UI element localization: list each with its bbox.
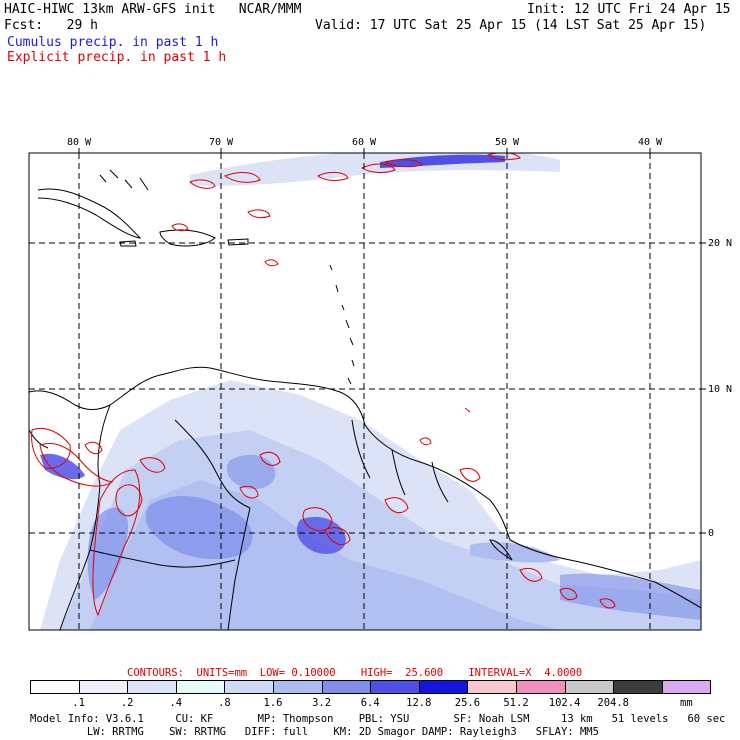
colorbar-box [30, 680, 80, 694]
map-frame [28, 152, 702, 631]
valid-time: Valid: 17 UTC Sat 25 Apr 15 (14 LST Sat … [315, 18, 707, 33]
colorbar-label: 102.4 [548, 697, 581, 709]
colorbar-label: 6.4 [360, 697, 380, 709]
precip-shading [40, 153, 701, 630]
colorbar-box [78, 680, 129, 694]
lat-label-10n: 10 N [708, 384, 732, 395]
lon-label-60w: 60 W [352, 137, 377, 148]
colorbar-box [370, 680, 420, 694]
colorbar-box [418, 680, 469, 694]
init-time: Init: 12 UTC Fri 24 Apr 15 [527, 2, 731, 17]
colorbar-box [564, 680, 615, 694]
model-title: HAIC-HIWC 13km ARW-GFS init NCAR/MMM [4, 2, 302, 17]
colorbar-label: .4 [169, 697, 183, 709]
colorbar-box [467, 680, 517, 694]
colorbar-box [613, 680, 663, 694]
map-ticks [78, 148, 706, 534]
colorbar-label: 3.2 [312, 697, 332, 709]
colorbar-label: 25.6 [454, 697, 481, 709]
colorbar-box [273, 680, 323, 694]
explicit-precip-contours [31, 153, 616, 617]
colorbar-box [661, 680, 712, 694]
colorbar-box [175, 680, 226, 694]
legend-explicit: Explicit precip. in past 1 h [7, 50, 227, 65]
legend-cumulus: Cumulus precip. in past 1 h [7, 35, 219, 50]
colorbar-label: 204.8 [597, 697, 629, 709]
lon-label-50w: 50 W [495, 137, 520, 148]
colorbar-label: .2 [120, 697, 134, 709]
colorbar-label: 51.2 [503, 697, 529, 709]
lon-label-40w: 40 W [638, 137, 663, 148]
model-info-line1: Model Info: V3.6.1 CU: KF MP: Thompson P… [30, 713, 726, 725]
lat-label-0: 0 [708, 528, 714, 539]
colorbar-box [321, 680, 372, 694]
lat-label-20n: 20 N [708, 238, 732, 249]
lon-label-70w: 70 W [209, 137, 234, 148]
forecast-hour: Fcst: 29 h [4, 18, 98, 33]
colorbar-box [516, 680, 566, 694]
contours-info: CONTOURS: UNITS=mm LOW= 0.10000 HIGH= 25… [127, 667, 583, 679]
colorbar-unit: mm [680, 697, 693, 709]
model-info-line2: LW: RRTMG SW: RRTMG DIFF: full KM: 2D Sm… [30, 726, 599, 738]
colorbar-box [224, 680, 274, 694]
colorbar-label: .8 [218, 697, 231, 709]
colorbar-box [127, 680, 177, 694]
colorbar-label: 12.8 [406, 697, 432, 709]
colorbar-label: .1 [72, 697, 85, 709]
graticule [29, 153, 701, 630]
lon-label-80w: 80 W [67, 137, 92, 148]
colorbar-label: 1.6 [263, 697, 283, 709]
